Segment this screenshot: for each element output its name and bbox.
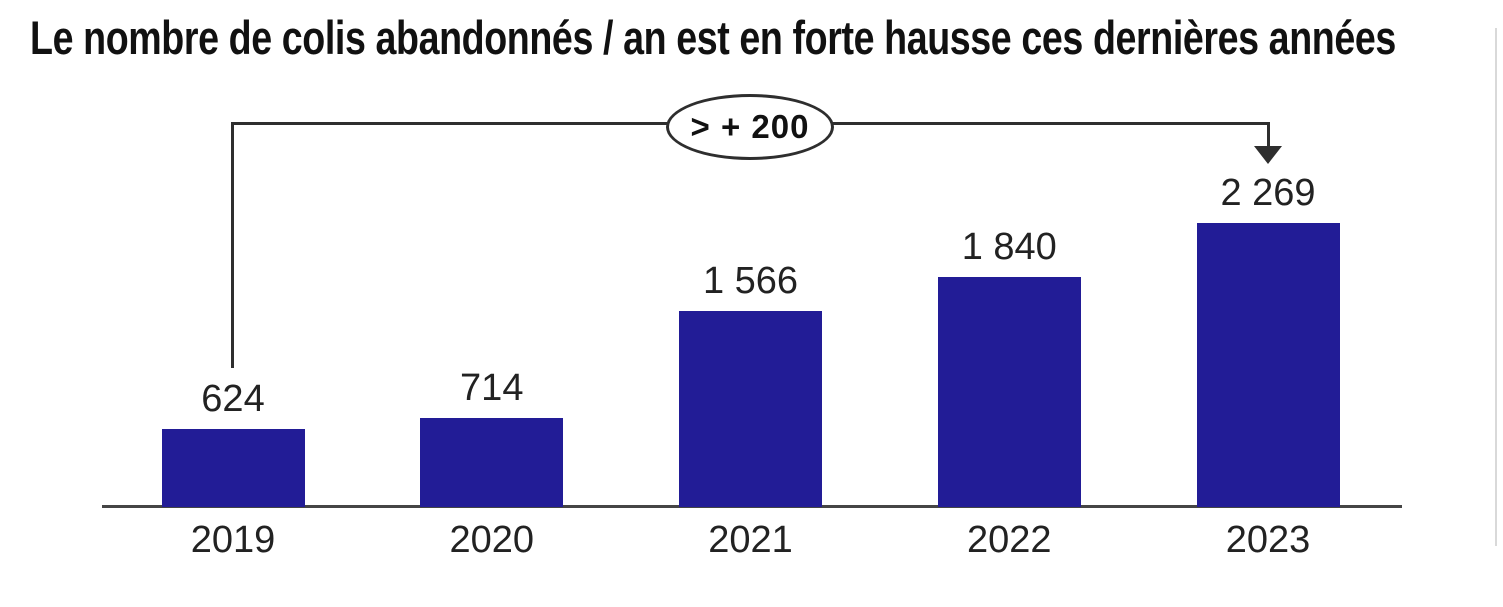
- bar-2021: [679, 311, 822, 507]
- x-axis-tick-label: 2021: [708, 519, 793, 561]
- arrow-down-icon: [1254, 146, 1282, 164]
- annotation-line-horizontal-right: [832, 122, 1270, 125]
- bar-2022: [937, 277, 1081, 507]
- x-axis-tick-label: 2020: [449, 519, 535, 561]
- bar-value-label: 2 269: [1220, 172, 1316, 214]
- annotation-line-horizontal-left: [231, 122, 668, 125]
- x-axis-tick-label: 2023: [1225, 519, 1311, 561]
- chart-title: Le nombre de colis abandonnés / an est e…: [30, 11, 1396, 64]
- x-axis-tick-label: 2022: [966, 519, 1052, 561]
- annotation-line-vertical-right: [1267, 122, 1270, 150]
- bar-value-label: 1 840: [961, 226, 1057, 268]
- bar-value-label: 624: [201, 378, 265, 420]
- annotation-bubble: > + 200: [666, 94, 834, 160]
- right-edge-line: [1495, 28, 1497, 546]
- bar-2020: [420, 418, 564, 507]
- annotation-line-vertical-left: [231, 122, 234, 368]
- annotation-label: > + 200: [690, 108, 810, 145]
- bar-value-label: 1 566: [702, 260, 799, 302]
- bar-value-label: 714: [460, 367, 524, 409]
- bar-2019: [161, 429, 305, 507]
- bar-2023: [1196, 223, 1340, 507]
- x-axis-tick-label: 2019: [190, 519, 276, 561]
